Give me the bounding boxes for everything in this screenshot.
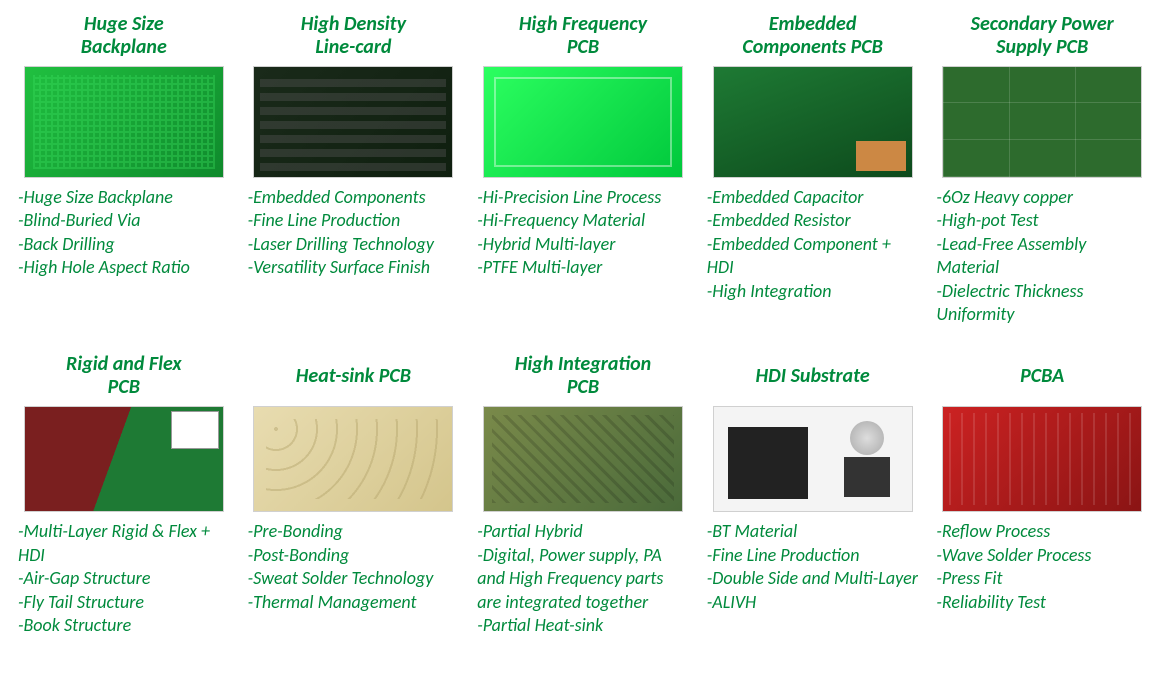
card-feature-list: -Embedded Components-Fine Line Productio… — [248, 186, 460, 280]
feature-item: -Post-Bonding — [248, 544, 460, 567]
card-huge-size-backplane: Huge Size Backplane-Huge Size Backplane-… — [18, 12, 230, 326]
feature-item: -Wave Solder Process — [936, 544, 1148, 567]
card-image — [477, 66, 689, 178]
card-title: Rigid and Flex PCB — [18, 352, 230, 400]
card-feature-list: -Pre-Bonding-Post-Bonding-Sweat Solder T… — [248, 520, 460, 614]
feature-item: -Back Drilling — [18, 233, 230, 256]
card-title: Secondary Power Supply PCB — [936, 12, 1148, 60]
feature-item: -Thermal Management — [248, 591, 460, 614]
feature-item: -Fine Line Production — [707, 544, 919, 567]
feature-item: -Pre-Bonding — [248, 520, 460, 543]
feature-item: -Embedded Capacitor — [707, 186, 919, 209]
card-title: Embedded Components PCB — [707, 12, 919, 60]
feature-item: -Digital, Power supply, PA and High Freq… — [477, 544, 689, 614]
feature-item: -High-pot Test — [936, 209, 1148, 232]
feature-item: -Versatility Surface Finish — [248, 256, 460, 279]
pcb-image-high-integration-pcb — [483, 406, 683, 512]
feature-item: -Hi-Frequency Material — [477, 209, 689, 232]
card-image — [707, 406, 919, 512]
card-feature-list: -Embedded Capacitor-Embedded Resistor-Em… — [707, 186, 919, 303]
feature-item: -Air-Gap Structure — [18, 567, 230, 590]
card-secondary-power-supply-pcb: Secondary Power Supply PCB -6Oz Heavy cop… — [936, 12, 1148, 326]
card-feature-list: -6Oz Heavy copper-High-pot Test-Lead-Fre… — [936, 186, 1148, 326]
pcb-image-huge-size-backplane — [24, 66, 224, 178]
feature-item: -High Hole Aspect Ratio — [18, 256, 230, 279]
card-feature-list: -Huge Size Backplane-Blind-Buried Via-Ba… — [18, 186, 230, 280]
card-title: Huge Size Backplane — [18, 12, 230, 60]
card-high-density-line-card: High Density Line-card -Embedded Componen… — [248, 12, 460, 326]
card-title: HDI Substrate — [707, 352, 919, 400]
feature-item: -Press Fit — [936, 567, 1148, 590]
feature-item: -Dielectric Thickness Uniformity — [936, 280, 1148, 327]
card-title: Heat-sink PCB — [248, 352, 460, 400]
feature-item: -ALIVH — [707, 591, 919, 614]
feature-item: -Partial Heat-sink — [477, 614, 689, 637]
pcb-image-embedded-components-pcb — [713, 66, 913, 178]
feature-item: -Embedded Component + HDI — [707, 233, 919, 280]
feature-item: -Fly Tail Structure — [18, 591, 230, 614]
product-grid: Huge Size Backplane-Huge Size Backplane-… — [18, 12, 1148, 637]
card-title: PCBA — [936, 352, 1148, 400]
card-image — [936, 66, 1148, 178]
pcb-image-high-frequency-pcb — [483, 66, 683, 178]
card-heat-sink-pcb: Heat-sink PCB -Pre-Bonding-Post-Bonding-S… — [248, 352, 460, 637]
pcb-image-pcba — [942, 406, 1142, 512]
feature-item: -Hi-Precision Line Process — [477, 186, 689, 209]
card-pcba: PCBA-Reflow Process-Wave Solder Process-… — [936, 352, 1148, 637]
feature-item: -Partial Hybrid — [477, 520, 689, 543]
card-high-frequency-pcb: High Frequency PCB -Hi-Precision Line Pro… — [477, 12, 689, 326]
pcb-image-heat-sink-pcb — [253, 406, 453, 512]
feature-item: -Multi-Layer Rigid & Flex + HDI — [18, 520, 230, 567]
card-embedded-components-pcb: Embedded Components PCB -Embedded Capacit… — [707, 12, 919, 326]
card-title: High Integration PCB — [477, 352, 689, 400]
card-rigid-and-flex-pcb: Rigid and Flex PCB -Multi-Layer Rigid & F… — [18, 352, 230, 637]
pcb-image-secondary-power-supply-pcb — [942, 66, 1142, 178]
feature-item: -Huge Size Backplane — [18, 186, 230, 209]
feature-item: -Embedded Components — [248, 186, 460, 209]
feature-item: -Laser Drilling Technology — [248, 233, 460, 256]
card-image — [936, 406, 1148, 512]
card-image — [477, 406, 689, 512]
card-image — [248, 66, 460, 178]
card-feature-list: -Partial Hybrid-Digital, Power supply, P… — [477, 520, 689, 637]
card-feature-list: -Reflow Process-Wave Solder Process-Pres… — [936, 520, 1148, 614]
card-hdi-substrate: HDI Substrate -BT Material-Fine Line Prod… — [707, 352, 919, 637]
pcb-image-hdi-substrate — [713, 406, 913, 512]
feature-item: -High Integration — [707, 280, 919, 303]
card-high-integration-pcb: High Integration PCB -Partial Hybrid-Digi… — [477, 352, 689, 637]
feature-item: -Hybrid Multi-layer — [477, 233, 689, 256]
card-image — [18, 406, 230, 512]
card-image — [248, 406, 460, 512]
feature-item: -Reflow Process — [936, 520, 1148, 543]
feature-item: -Reliability Test — [936, 591, 1148, 614]
feature-item: -Double Side and Multi-Layer — [707, 567, 919, 590]
feature-item: -Embedded Resistor — [707, 209, 919, 232]
card-image — [18, 66, 230, 178]
pcb-image-rigid-and-flex-pcb — [24, 406, 224, 512]
card-title: High Density Line-card — [248, 12, 460, 60]
card-title: High Frequency PCB — [477, 12, 689, 60]
card-image — [707, 66, 919, 178]
feature-item: -Fine Line Production — [248, 209, 460, 232]
feature-item: -6Oz Heavy copper — [936, 186, 1148, 209]
feature-item: -Sweat Solder Technology — [248, 567, 460, 590]
feature-item: -Lead-Free Assembly Material — [936, 233, 1148, 280]
feature-item: -Book Structure — [18, 614, 230, 637]
card-feature-list: -Multi-Layer Rigid & Flex + HDI-Air-Gap … — [18, 520, 230, 637]
feature-item: -Blind-Buried Via — [18, 209, 230, 232]
card-feature-list: -Hi-Precision Line Process-Hi-Frequency … — [477, 186, 689, 280]
feature-item: -BT Material — [707, 520, 919, 543]
feature-item: -PTFE Multi-layer — [477, 256, 689, 279]
pcb-image-high-density-line-card — [253, 66, 453, 178]
card-feature-list: -BT Material-Fine Line Production-Double… — [707, 520, 919, 614]
